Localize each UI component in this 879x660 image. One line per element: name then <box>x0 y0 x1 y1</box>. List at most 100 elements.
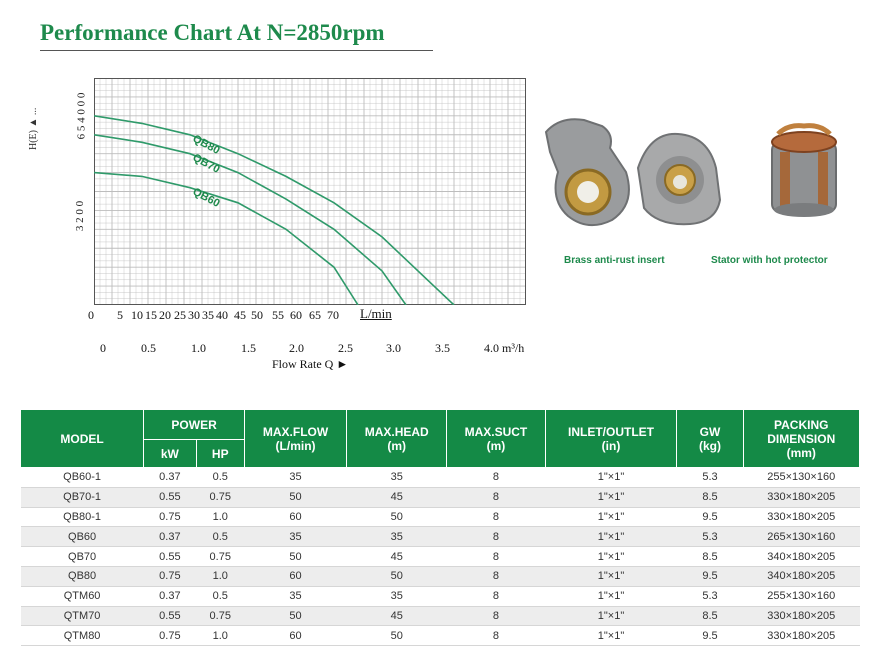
cell-model: QB80-1 <box>20 507 144 528</box>
cell-kw: 0.55 <box>143 546 197 567</box>
x-tick-label-m3h: 4.0 m³/h <box>484 341 525 355</box>
x-tick-label-m3h: 3.0 <box>386 341 401 355</box>
cell-max-suct: 8 <box>446 606 546 627</box>
cell-kw: 0.75 <box>143 566 197 587</box>
x-tick-label-m3h: 0 <box>100 341 106 355</box>
cell-max-suct: 8 <box>446 526 546 548</box>
stator-photo <box>771 123 837 217</box>
x-tick-label-lmin: 5 <box>117 308 123 322</box>
cell-inlet-outlet: 1"×1" <box>545 586 677 607</box>
cell-gw: 9.5 <box>676 507 743 528</box>
cell-max-head: 35 <box>346 526 447 548</box>
x-tick-label-lmin: 60 <box>290 308 302 322</box>
x-tick-label-m3h: 3.5 <box>435 341 450 355</box>
x-tick-label-m3h: 2.5 <box>338 341 353 355</box>
cell-inlet-outlet: 1"×1" <box>545 625 677 647</box>
cell-model: QTM80 <box>20 625 144 647</box>
cell-max-head: 35 <box>346 467 447 488</box>
cell-hp: 0.75 <box>196 606 245 627</box>
cell-gw: 8.5 <box>676 546 743 567</box>
cell-gw: 9.5 <box>676 566 743 587</box>
cell-max-suct: 8 <box>446 586 546 607</box>
cell-packing: 340×180×205 <box>743 546 860 567</box>
cell-max-flow: 35 <box>244 526 347 548</box>
x-tick-label-lmin: 65 <box>309 308 321 322</box>
table-row: QB60-1 0.37 0.5 35 35 8 1"×1" 5.3 255×130×160 <box>20 467 860 488</box>
header-gw: GW (kg) <box>676 409 744 468</box>
header-max-suct: MAX.SUCT (m) <box>446 409 546 468</box>
cell-hp: 0.5 <box>196 467 245 488</box>
x-tick-label-lmin: 0 <box>88 308 94 322</box>
x-tick-label-lmin: 15 <box>145 308 157 322</box>
cell-max-suct: 8 <box>446 507 546 528</box>
header-hp: HP <box>195 439 245 468</box>
cell-inlet-outlet: 1"×1" <box>545 526 677 548</box>
cell-inlet-outlet: 1"×1" <box>545 487 677 508</box>
x-tick-label-lmin: 70 <box>327 308 339 322</box>
cell-kw: 0.37 <box>143 467 197 488</box>
cell-gw: 8.5 <box>676 487 743 508</box>
cell-hp: 1.0 <box>196 507 245 528</box>
cell-max-head: 50 <box>346 566 447 587</box>
x-tick-label-lmin: 35 <box>202 308 214 322</box>
table-row: QB60 0.37 0.5 35 35 8 1"×1" 5.3 265×130×160 <box>20 526 860 548</box>
cell-max-head: 50 <box>346 625 447 647</box>
cell-max-flow: 60 <box>244 507 347 528</box>
cell-max-flow: 35 <box>244 586 347 607</box>
header-model: MODEL <box>19 409 145 468</box>
cell-packing: 330×180×205 <box>743 606 860 627</box>
cell-kw: 0.37 <box>143 526 197 548</box>
series-line-qb60 <box>94 171 359 305</box>
cell-inlet-outlet: 1"×1" <box>545 546 677 567</box>
page-title: Performance Chart At N=2850rpm <box>40 20 385 45</box>
cell-packing: 330×180×205 <box>743 487 860 508</box>
table-row: QTM60 0.37 0.5 35 35 8 1"×1" 5.3 255×130×160 <box>20 586 860 607</box>
cell-max-flow: 35 <box>244 467 347 488</box>
cell-max-flow: 50 <box>244 546 347 567</box>
title-underline <box>40 50 433 51</box>
cell-kw: 0.75 <box>143 625 197 647</box>
cell-max-suct: 8 <box>446 467 546 488</box>
cell-gw: 5.3 <box>676 467 743 488</box>
cell-packing: 265×130×160 <box>743 526 860 548</box>
cell-packing: 255×130×160 <box>743 586 860 607</box>
cell-gw: 8.5 <box>676 606 743 627</box>
header-kw: kW <box>143 439 197 468</box>
header-inlet-outlet: INLET/OUTLET (in) <box>544 409 678 468</box>
cell-packing: 330×180×205 <box>743 625 860 647</box>
x-tick-label-lmin: 20 <box>159 308 171 322</box>
cell-hp: 0.75 <box>196 546 245 567</box>
x-tick-label-lmin: 10 <box>131 308 143 322</box>
cell-gw: 9.5 <box>676 625 743 647</box>
cell-max-head: 50 <box>346 507 447 528</box>
x-tick-label-m3h: 1.0 <box>191 341 206 355</box>
cell-hp: 0.5 <box>196 526 245 548</box>
cell-hp: 1.0 <box>196 566 245 587</box>
header-max-head: MAX.HEAD (m) <box>346 409 448 468</box>
cell-max-suct: 8 <box>446 546 546 567</box>
cell-model: QB70-1 <box>20 487 144 508</box>
x-tick-label-lmin: 40 <box>216 308 228 322</box>
cell-max-flow: 50 <box>244 487 347 508</box>
cell-inlet-outlet: 1"×1" <box>545 507 677 528</box>
cell-gw: 5.3 <box>676 586 743 607</box>
cell-max-flow: 50 <box>244 606 347 627</box>
series-label-qb60: QB60 <box>191 186 222 210</box>
cell-inlet-outlet: 1"×1" <box>545 467 677 488</box>
cell-hp: 0.75 <box>196 487 245 508</box>
table-row: QB70-1 0.55 0.75 50 45 8 1"×1" 8.5 330×180×205 <box>20 487 860 508</box>
x-axis-label: Flow Rate Q ► <box>272 357 349 371</box>
photo-caption-left: Brass anti-rust insert <box>564 255 665 266</box>
x-tick-label-m3h: 2.0 <box>289 341 304 355</box>
x-tick-label-m3h: 0.5 <box>141 341 156 355</box>
cell-max-suct: 8 <box>446 566 546 587</box>
y-axis-label: H(E) ▲ ... <box>28 107 39 150</box>
cell-max-suct: 8 <box>446 625 546 647</box>
cell-kw: 0.37 <box>143 586 197 607</box>
spec-table: MODEL POWER MAX.FLOW (L/min) MAX.HEAD (m) … <box>19 409 860 647</box>
table-row: QTM80 0.75 1.0 60 50 8 1"×1" 9.5 330×180×205 <box>20 625 860 647</box>
cell-gw: 5.3 <box>676 526 743 548</box>
x-tick-label-lmin: 55 <box>272 308 284 322</box>
table-row: QTM70 0.55 0.75 50 45 8 1"×1" 8.5 330×180×205 <box>20 606 860 627</box>
